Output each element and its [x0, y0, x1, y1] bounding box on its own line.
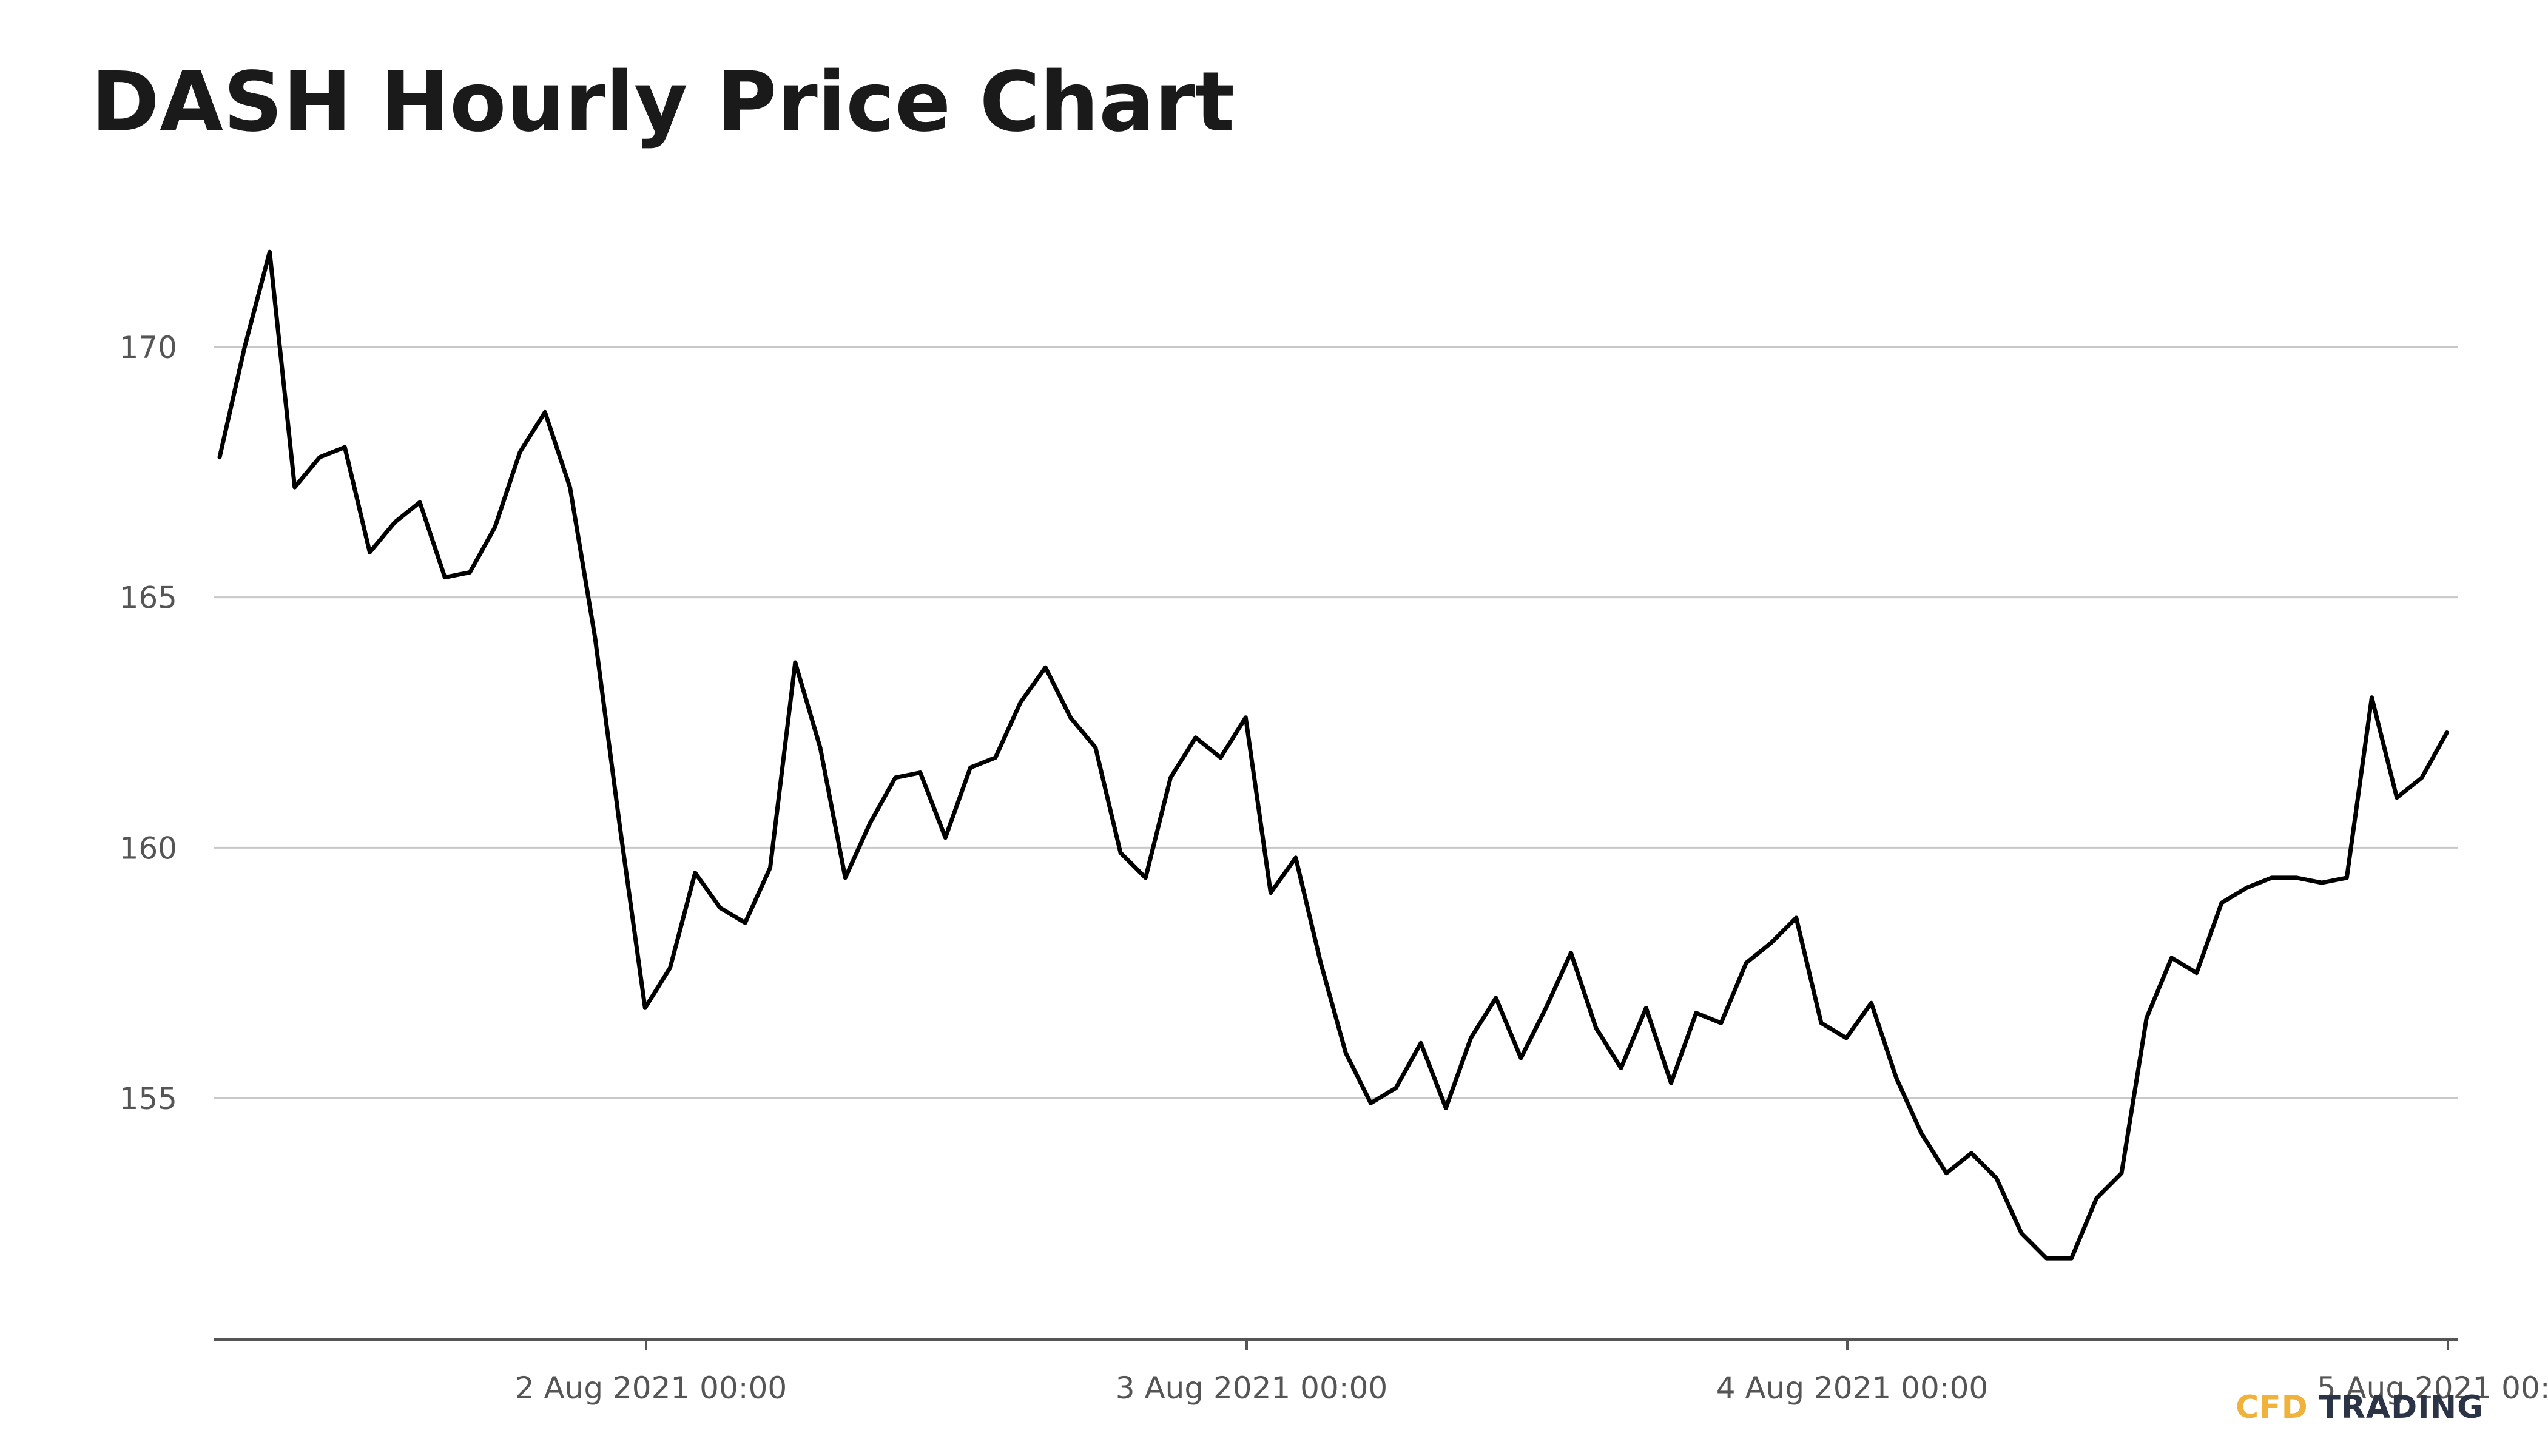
cfd-trading-logo: CFD TRADING — [2236, 1389, 2484, 1426]
x-tick-label: 2 Aug 2021 00:00 — [515, 1370, 787, 1406]
x-tick-label: 5 Aug 2021 00:00 — [2317, 1370, 2548, 1406]
y-tick-label: 165 — [120, 581, 177, 616]
y-tick-labels: 155 160 165 170 — [120, 330, 177, 1116]
price-series-line — [217, 249, 2449, 1261]
brand-trading-text: TRADING — [2319, 1389, 2484, 1426]
grid-lines — [214, 346, 2458, 1099]
x-ticks: 2 Aug 2021 00:00 3 Aug 2021 00:00 4 Aug 20… — [515, 1340, 2548, 1406]
y-tick-label: 160 — [120, 831, 177, 866]
y-tick-label: 170 — [120, 330, 177, 365]
price-data-points — [218, 250, 2449, 1260]
x-tick-label: 3 Aug 2021 00:00 — [1116, 1370, 1387, 1406]
y-tick-label: 155 — [120, 1081, 177, 1116]
chart-title: DASH Hourly Price Chart — [91, 55, 1235, 150]
brand-cfd-text: CFD — [2236, 1389, 2308, 1426]
x-tick-label: 4 Aug 2021 00:00 — [1716, 1370, 1988, 1406]
